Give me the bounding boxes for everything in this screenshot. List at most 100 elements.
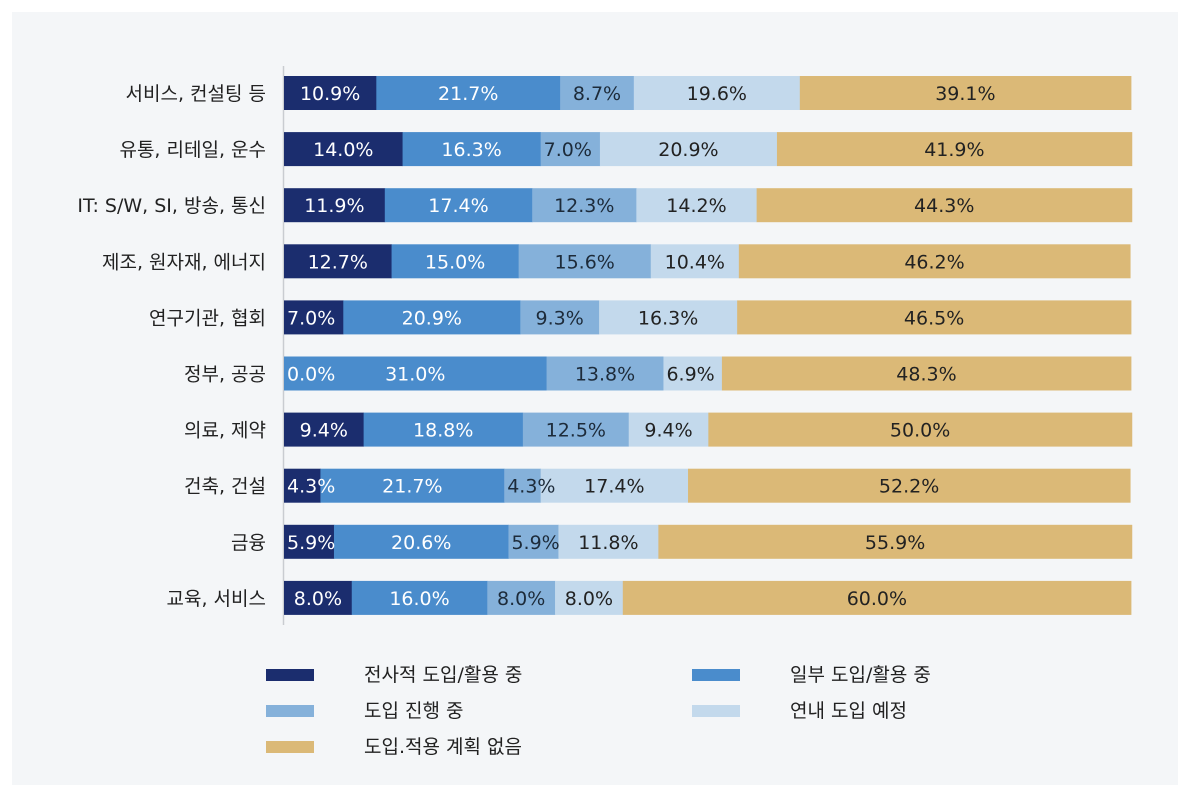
legend-swatch-in-progress bbox=[266, 705, 314, 717]
data-label-enterprise-wide: 10.9% bbox=[300, 83, 360, 105]
legend-swatch-planned-this-year bbox=[692, 705, 740, 717]
legend-swatch-no-plan bbox=[266, 741, 314, 753]
data-label-planned-this-year: 11.8% bbox=[578, 532, 638, 554]
bar-no-plan bbox=[658, 524, 1133, 559]
data-label-planned-this-year: 20.9% bbox=[658, 139, 718, 161]
bar-planned-this-year bbox=[628, 412, 709, 447]
data-label-partial: 16.0% bbox=[389, 588, 449, 610]
bar-enterprise-wide bbox=[284, 244, 392, 279]
bar-no-plan bbox=[738, 244, 1131, 279]
bar-partial bbox=[351, 580, 488, 615]
bar-in-progress bbox=[508, 524, 559, 559]
bar-in-progress bbox=[546, 356, 664, 391]
category-label: IT: S/W, SI, 방송, 통신 bbox=[77, 195, 266, 217]
bar-in-progress bbox=[520, 300, 600, 335]
data-label-in-progress: 13.8% bbox=[575, 364, 635, 386]
data-label-partial: 31.0% bbox=[385, 364, 445, 386]
data-label-in-progress: 8.0% bbox=[497, 588, 545, 610]
bar-enterprise-wide bbox=[284, 580, 353, 615]
category-label: 건축, 건설 bbox=[184, 476, 266, 498]
bar-in-progress bbox=[487, 580, 556, 615]
data-label-enterprise-wide: 7.0% bbox=[287, 307, 335, 329]
data-label-no-plan: 48.3% bbox=[896, 364, 956, 386]
data-label-enterprise-wide: 0.0% bbox=[287, 364, 335, 386]
bar-no-plan bbox=[622, 580, 1132, 615]
bar-in-progress bbox=[504, 468, 542, 503]
data-label-no-plan: 44.3% bbox=[914, 195, 974, 217]
bar-enterprise-wide bbox=[284, 300, 344, 335]
data-label-in-progress: 15.6% bbox=[555, 251, 615, 273]
chart-panel: 서비스, 컨설팅 등 10.9% 21.7% 8.7% 19.6% 39.1% 유통, 리테… bbox=[12, 12, 1178, 785]
bar-partial bbox=[376, 76, 561, 110]
bar-no-plan bbox=[776, 132, 1133, 167]
bar-planned-this-year bbox=[636, 188, 758, 223]
bar-partial bbox=[343, 300, 521, 335]
category-label: 교육, 서비스 bbox=[167, 588, 266, 610]
category-label: 제조, 원자재, 에너지 bbox=[102, 251, 266, 273]
data-label-enterprise-wide: 4.3% bbox=[287, 476, 335, 498]
data-label-enterprise-wide: 8.0% bbox=[294, 588, 342, 610]
data-label-partial: 18.8% bbox=[413, 420, 473, 442]
bar-enterprise-wide bbox=[284, 524, 335, 559]
bar-in-progress bbox=[540, 132, 601, 167]
data-label-no-plan: 55.9% bbox=[865, 532, 925, 554]
bar-in-progress bbox=[518, 244, 652, 279]
data-label-planned-this-year: 8.0% bbox=[565, 588, 613, 610]
bar-partial bbox=[320, 468, 505, 503]
bar-planned-this-year bbox=[650, 244, 740, 279]
bar-partial bbox=[402, 132, 542, 167]
bar-planned-this-year bbox=[558, 524, 659, 559]
data-label-in-progress: 7.0% bbox=[544, 139, 592, 161]
data-label-no-plan: 60.0% bbox=[847, 588, 907, 610]
stacked-bar-chart: 서비스, 컨설팅 등 10.9% 21.7% 8.7% 19.6% 39.1% 유통, 리테… bbox=[77, 66, 1133, 625]
bar-partial bbox=[333, 524, 509, 559]
data-label-partial: 15.0% bbox=[425, 251, 485, 273]
data-label-enterprise-wide: 12.7% bbox=[308, 251, 368, 273]
bar-partial bbox=[384, 188, 533, 223]
data-label-partial: 16.3% bbox=[441, 139, 501, 161]
data-label-partial: 21.7% bbox=[438, 83, 498, 105]
data-label-planned-this-year: 19.6% bbox=[687, 83, 747, 105]
legend-swatch-partial bbox=[692, 669, 740, 681]
legend-label-planned-this-year: 연내 도입 예정 bbox=[790, 700, 907, 722]
category-label: 정부, 공공 bbox=[184, 364, 266, 386]
bar-in-progress bbox=[560, 76, 635, 110]
category-label: 서비스, 컨설팅 등 bbox=[126, 83, 266, 105]
bar-partial bbox=[284, 356, 547, 391]
data-label-partial: 17.4% bbox=[428, 195, 488, 217]
data-label-planned-this-year: 9.4% bbox=[644, 420, 692, 442]
category-label: 금융 bbox=[231, 532, 266, 554]
bar-no-plan bbox=[688, 468, 1131, 503]
data-label-no-plan: 39.1% bbox=[935, 83, 995, 105]
bar-in-progress bbox=[522, 412, 630, 447]
data-label-planned-this-year: 10.4% bbox=[665, 251, 725, 273]
bar-planned-this-year bbox=[540, 468, 689, 503]
data-label-in-progress: 4.3% bbox=[507, 476, 555, 498]
bar-no-plan bbox=[756, 188, 1133, 223]
category-label: 연구기관, 협회 bbox=[149, 307, 266, 329]
data-label-planned-this-year: 17.4% bbox=[584, 476, 644, 498]
data-label-partial: 20.9% bbox=[402, 307, 462, 329]
data-label-in-progress: 8.7% bbox=[573, 83, 621, 105]
data-label-enterprise-wide: 5.9% bbox=[287, 532, 335, 554]
data-label-planned-this-year: 14.2% bbox=[666, 195, 726, 217]
bar-no-plan bbox=[737, 300, 1132, 335]
bar-in-progress bbox=[532, 188, 637, 223]
bar-no-plan bbox=[708, 412, 1133, 447]
data-label-planned-this-year: 6.9% bbox=[666, 364, 714, 386]
data-label-in-progress: 5.9% bbox=[511, 532, 559, 554]
data-label-in-progress: 9.3% bbox=[536, 307, 584, 329]
bar-planned-this-year bbox=[555, 580, 624, 615]
data-label-enterprise-wide: 14.0% bbox=[313, 139, 373, 161]
bar-enterprise-wide bbox=[284, 76, 377, 110]
data-label-partial: 20.6% bbox=[391, 532, 451, 554]
bar-enterprise-wide bbox=[284, 412, 365, 447]
legend-label-no-plan: 도입.적용 계획 없음 bbox=[364, 736, 522, 758]
bar-planned-this-year bbox=[663, 356, 723, 391]
legend-label-enterprise-wide: 전사적 도입/활용 중 bbox=[364, 664, 523, 686]
legend-label-in-progress: 도입 진행 중 bbox=[364, 700, 464, 722]
data-label-no-plan: 50.0% bbox=[890, 420, 950, 442]
data-label-planned-this-year: 16.3% bbox=[638, 307, 698, 329]
legend-swatch-enterprise-wide bbox=[266, 669, 314, 681]
data-label-no-plan: 41.9% bbox=[924, 139, 984, 161]
